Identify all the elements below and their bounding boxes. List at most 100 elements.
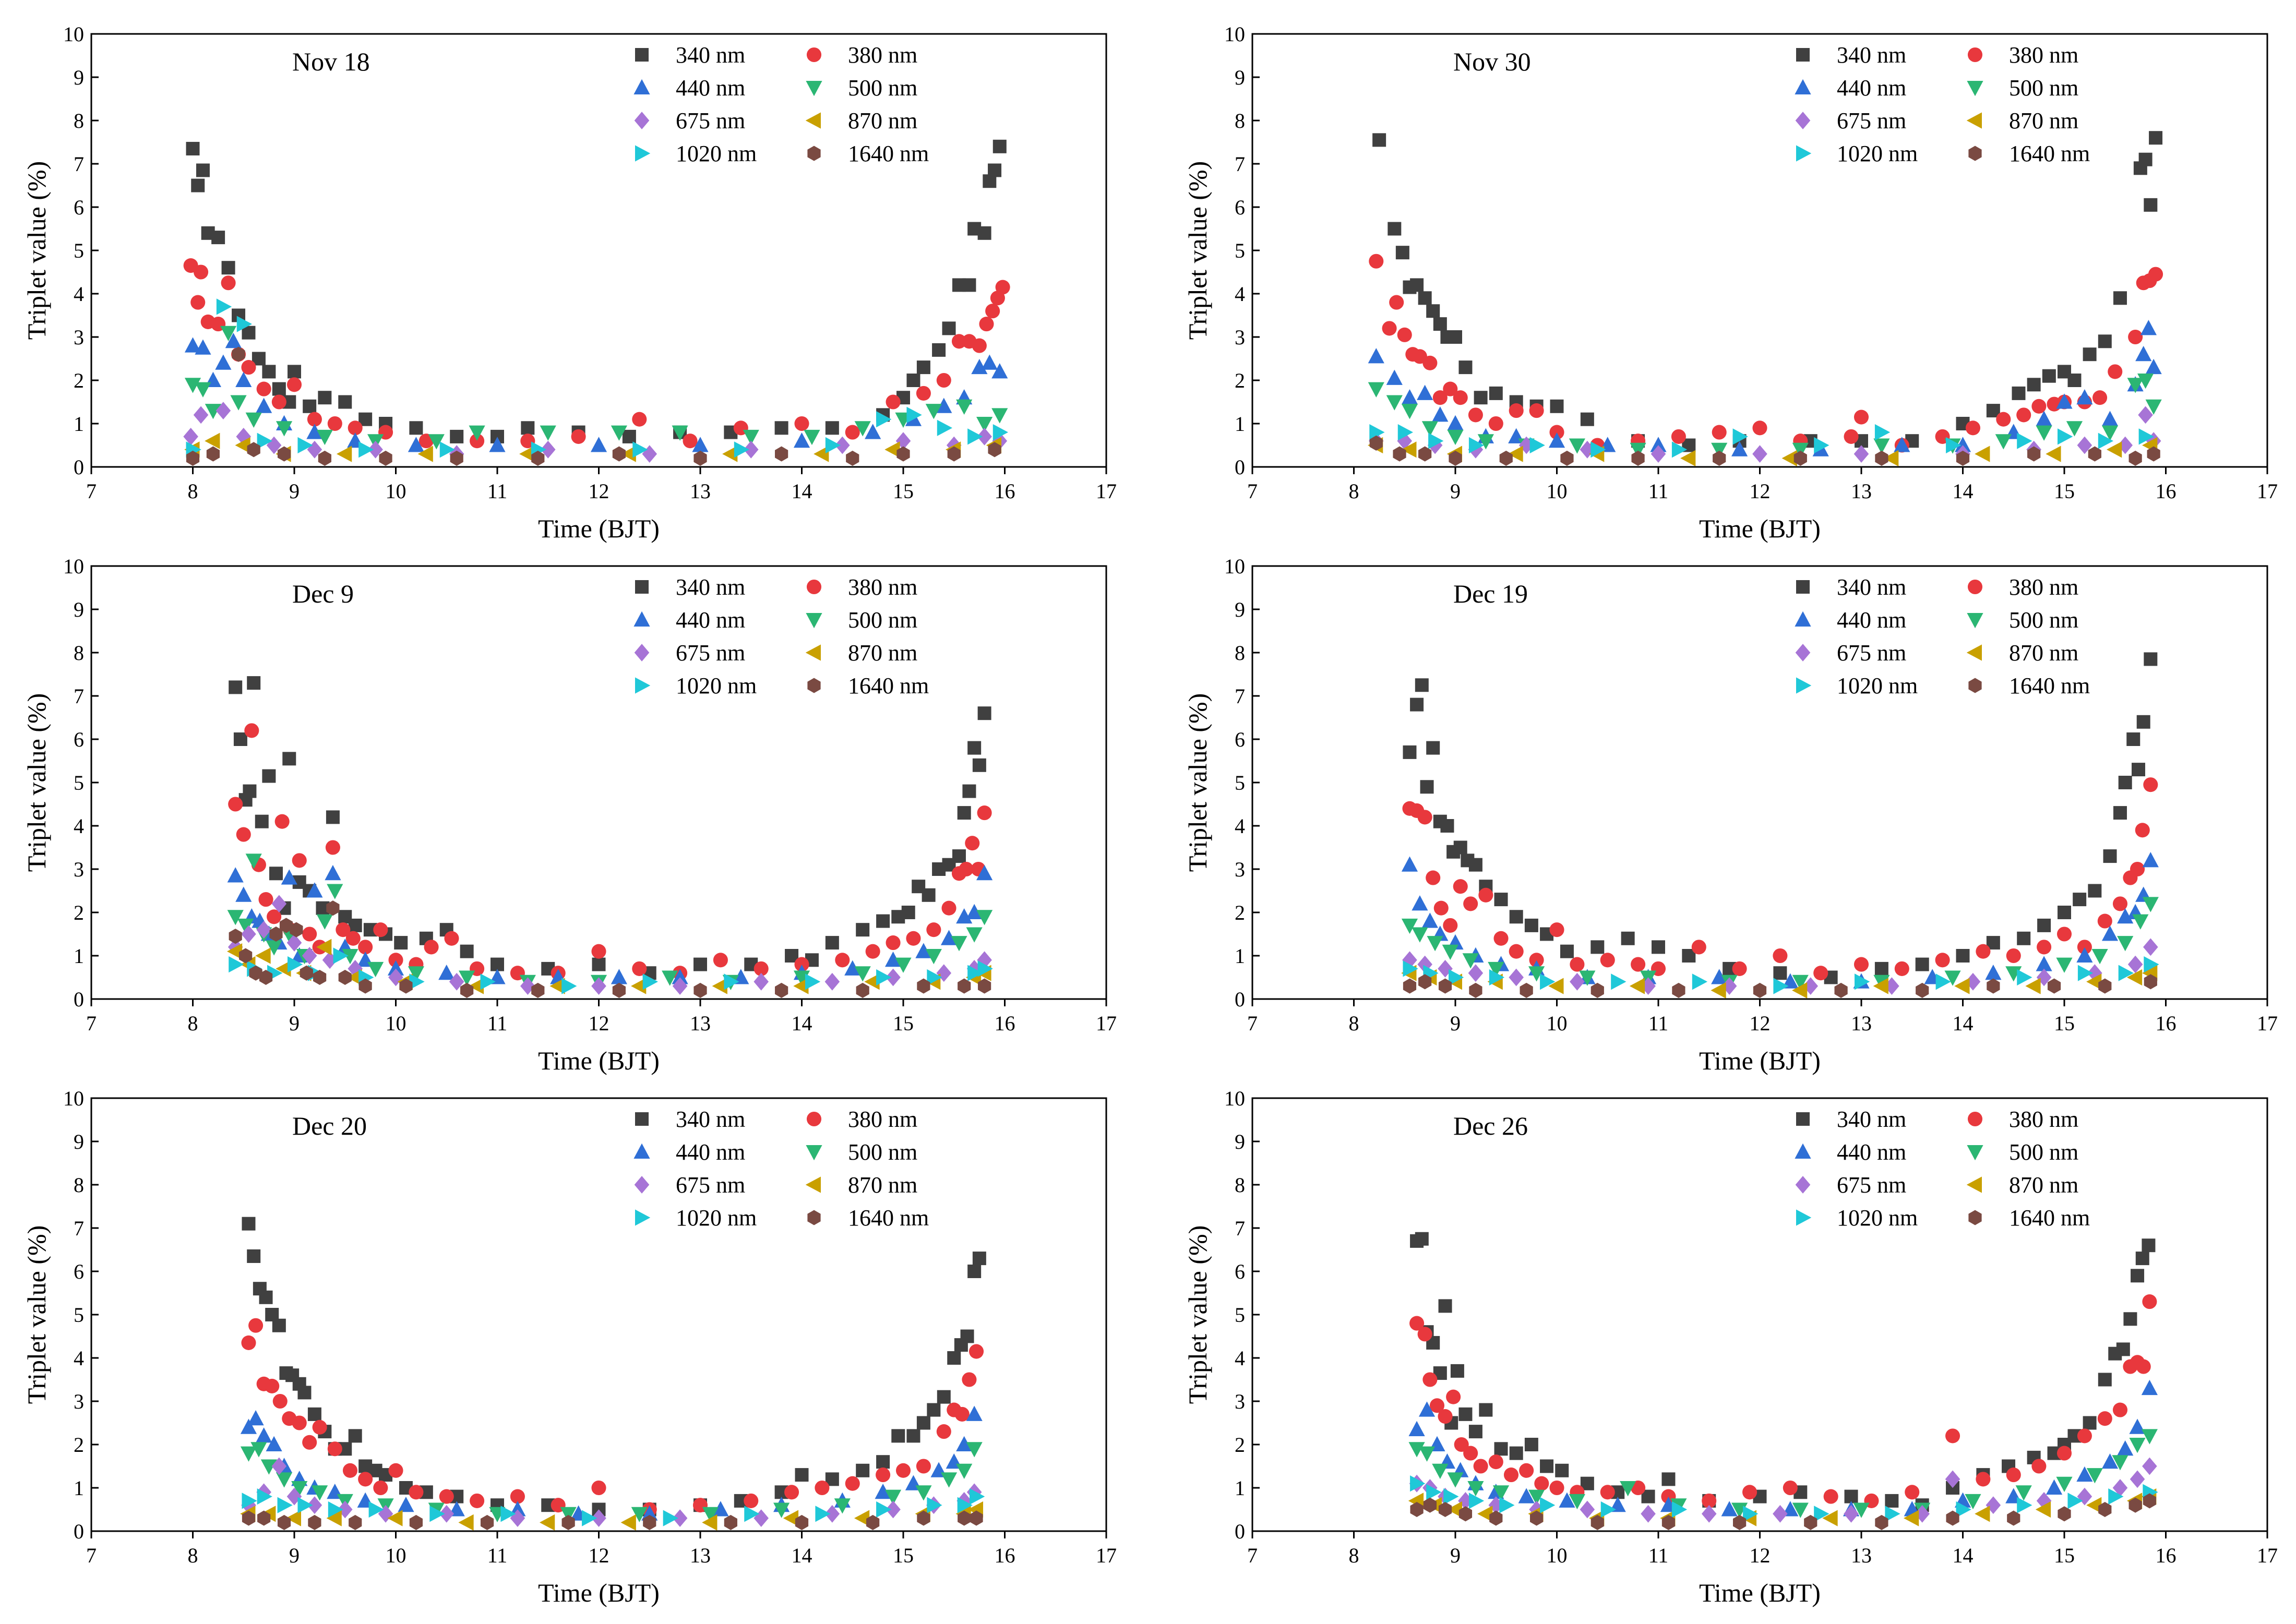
data-point-500-nm — [316, 429, 333, 446]
data-point-675-nm — [348, 960, 363, 978]
data-point-380-nm — [977, 805, 992, 821]
data-point-380-nm — [190, 295, 206, 310]
data-point-340-nm — [2123, 1312, 2137, 1326]
data-point-870-nm — [285, 1510, 301, 1526]
data-point-440-nm — [1401, 389, 1418, 405]
data-point-1020-nm — [297, 437, 313, 454]
data-point-1640-nm — [1875, 1514, 1888, 1530]
data-point-675-nm — [1641, 1505, 1656, 1523]
legend-marker-440-nm — [1795, 1143, 1811, 1159]
data-point-340-nm — [2144, 652, 2158, 666]
legend-marker-675-nm — [1795, 112, 1811, 129]
data-point-380-nm — [959, 861, 974, 877]
data-point-675-nm — [193, 406, 209, 424]
data-point-870-nm — [519, 446, 535, 462]
panel-title: Dec 26 — [1453, 1111, 1528, 1140]
data-point-1020-nm — [1489, 969, 1505, 986]
data-point-1020-nm — [967, 965, 983, 981]
y-tick-label: 4 — [1235, 814, 1245, 838]
data-point-1640-nm — [279, 918, 293, 933]
data-point-440-nm — [489, 969, 506, 984]
series-380-nm — [241, 1318, 984, 1517]
data-point-340-nm — [2012, 386, 2026, 400]
data-point-1640-nm — [300, 965, 313, 981]
legend-label-440-nm: 440 nm — [1837, 1139, 1906, 1165]
data-point-380-nm — [1397, 327, 1412, 342]
data-point-340-nm — [916, 360, 930, 375]
legend-label-440-nm: 440 nm — [676, 607, 745, 633]
data-point-1640-nm — [1834, 982, 1848, 998]
data-point-500-nm — [884, 1489, 902, 1505]
data-point-1020-nm — [1773, 978, 1789, 994]
y-tick-label: 0 — [1235, 455, 1245, 479]
data-point-675-nm — [2087, 964, 2102, 982]
data-point-870-nm — [1883, 450, 1899, 466]
y-tick-label: 9 — [1235, 66, 1245, 89]
x-tick-label: 8 — [188, 1544, 198, 1567]
data-point-380-nm — [292, 853, 307, 868]
data-point-675-nm — [368, 440, 383, 459]
data-point-675-nm — [216, 402, 231, 419]
y-tick-label: 4 — [74, 814, 84, 838]
data-point-380-nm — [1631, 957, 1646, 972]
data-point-380-nm — [1905, 1485, 1920, 1500]
data-point-500-nm — [1873, 438, 1890, 454]
data-point-1640-nm — [2128, 1497, 2142, 1513]
data-point-500-nm — [804, 429, 820, 446]
data-point-675-nm — [307, 1496, 322, 1514]
data-point-870-nm — [387, 1510, 403, 1526]
data-point-1020-nm — [2108, 1488, 2124, 1505]
data-point-380-nm — [2006, 948, 2021, 964]
data-point-1640-nm — [1987, 978, 2000, 994]
data-point-1020-nm — [1671, 441, 1688, 458]
x-tick-label: 9 — [289, 1544, 300, 1567]
data-point-1640-nm — [1469, 982, 1482, 998]
x-tick-label: 15 — [2054, 479, 2075, 503]
data-point-340-nm — [825, 936, 839, 950]
data-point-340-nm — [825, 421, 839, 435]
data-point-380-nm — [265, 1378, 280, 1393]
x-tick-label: 9 — [289, 1012, 300, 1035]
data-point-675-nm — [449, 972, 464, 991]
data-point-1640-nm — [1560, 450, 1574, 466]
data-point-340-nm — [259, 1290, 273, 1304]
data-point-380-nm — [444, 931, 459, 946]
data-point-1020-nm — [358, 441, 374, 458]
data-point-380-nm — [2077, 940, 2092, 955]
data-point-675-nm — [2036, 968, 2052, 987]
data-point-500-nm — [237, 918, 254, 934]
y-tick-label: 10 — [1224, 555, 1245, 578]
data-point-380-nm — [2136, 1359, 2151, 1374]
data-point-870-nm — [540, 1514, 555, 1531]
data-point-1020-nm — [297, 1497, 313, 1513]
data-point-380-nm — [1853, 957, 1869, 972]
data-point-870-nm — [468, 978, 484, 994]
data-point-1640-nm — [1946, 1510, 1959, 1526]
data-point-675-nm — [2143, 938, 2158, 956]
data-point-380-nm — [348, 420, 363, 436]
data-point-380-nm — [1503, 1467, 1519, 1483]
data-point-1640-nm — [232, 346, 245, 362]
legend-label-1640-nm: 1640 nm — [2009, 141, 2090, 166]
legend-label-675-nm: 675 nm — [676, 1172, 745, 1198]
data-point-380-nm — [358, 1472, 373, 1487]
data-point-440-nm — [966, 904, 983, 919]
legend-label-1020-nm: 1020 nm — [1837, 1205, 1918, 1231]
y-tick-label: 7 — [74, 1217, 84, 1240]
legend-label-500-nm: 500 nm — [848, 607, 917, 633]
legend-label-1020-nm: 1020 nm — [676, 1205, 757, 1231]
y-tick-label: 0 — [74, 1520, 84, 1543]
data-point-380-nm — [2128, 329, 2143, 345]
data-point-340-nm — [2042, 369, 2056, 383]
x-tick-label: 13 — [690, 1012, 711, 1035]
data-point-1640-nm — [970, 1510, 983, 1526]
data-point-380-nm — [1454, 1437, 1469, 1452]
data-point-380-nm — [388, 953, 403, 968]
data-point-340-nm — [1418, 291, 1432, 305]
data-point-440-nm — [398, 1496, 414, 1512]
data-point-675-nm — [1752, 445, 1767, 463]
data-point-380-nm — [1712, 425, 1727, 440]
data-point-380-nm — [2016, 407, 2031, 423]
data-point-380-nm — [1549, 922, 1564, 937]
